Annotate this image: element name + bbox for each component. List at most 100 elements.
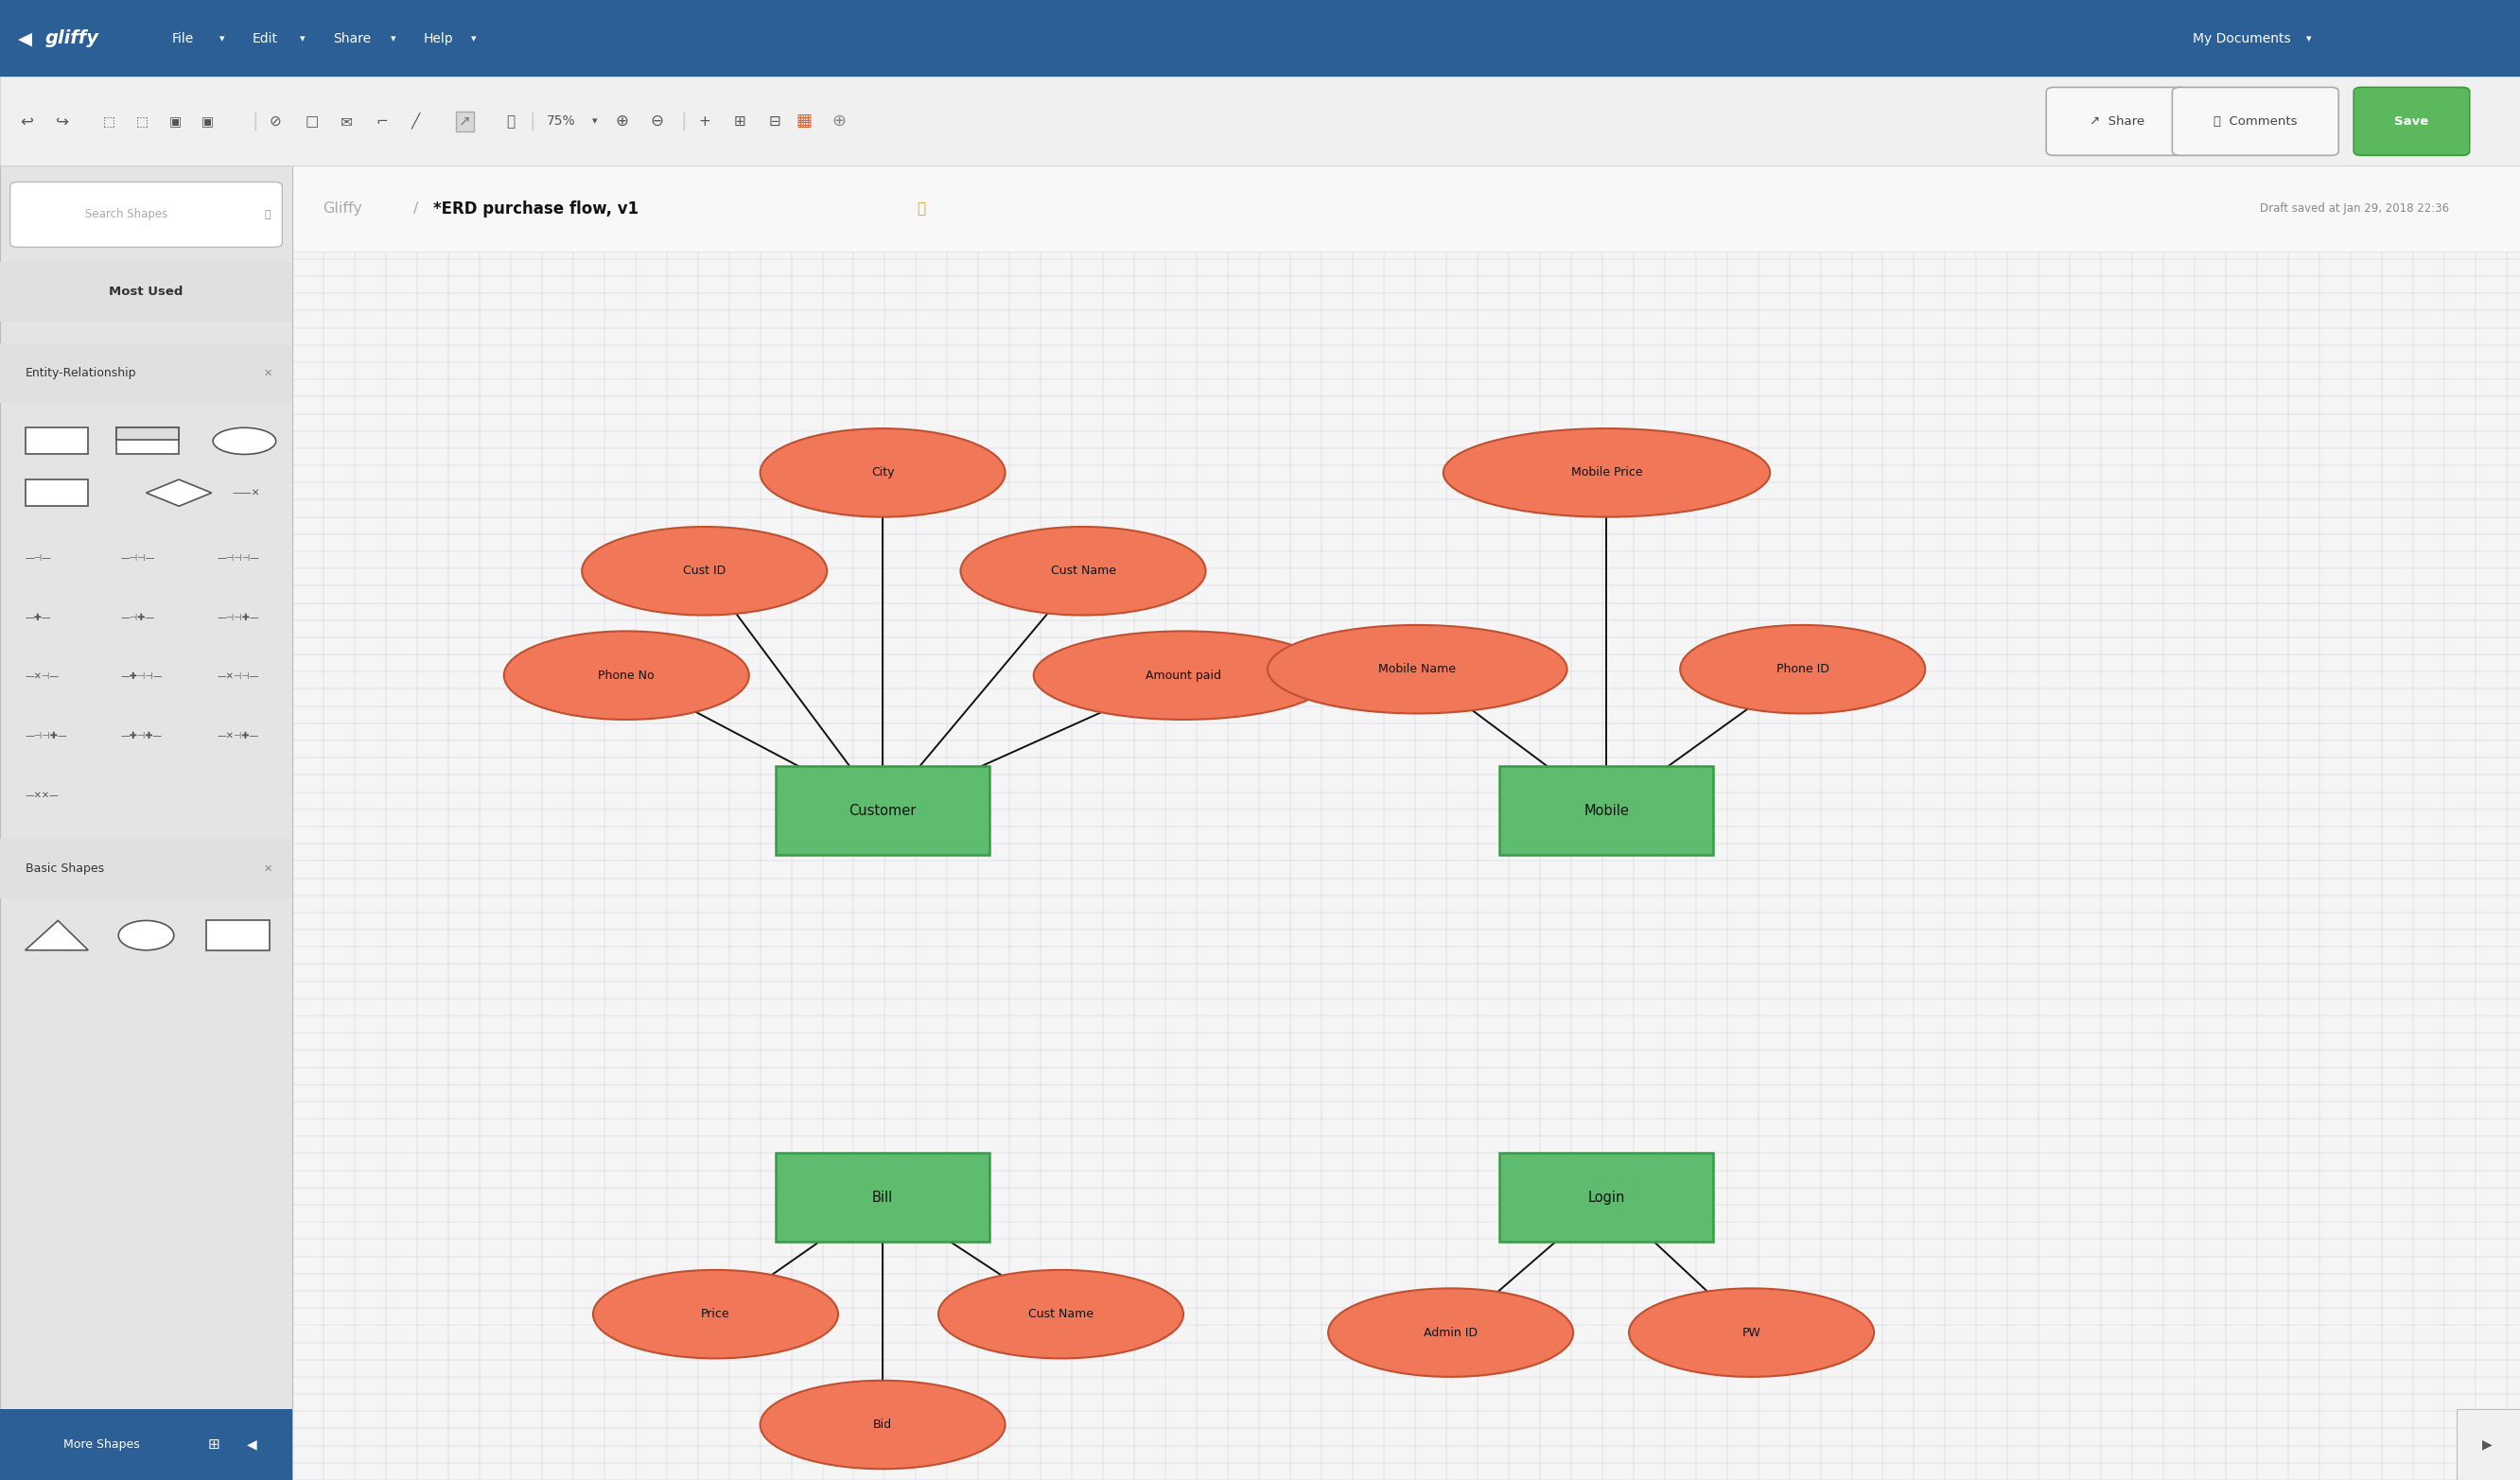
Text: ✋: ✋ bbox=[507, 114, 514, 129]
Text: ↪: ↪ bbox=[55, 112, 68, 130]
Text: ↗: ↗ bbox=[459, 114, 471, 129]
Text: ▾: ▾ bbox=[391, 34, 396, 43]
Ellipse shape bbox=[937, 1270, 1184, 1359]
Ellipse shape bbox=[1628, 1289, 1875, 1376]
Text: Entity-Relationship: Entity-Relationship bbox=[25, 367, 136, 379]
Text: Basic Shapes: Basic Shapes bbox=[25, 863, 103, 875]
Text: ⊞: ⊞ bbox=[733, 114, 746, 129]
Text: Gliffy: Gliffy bbox=[323, 201, 363, 216]
Ellipse shape bbox=[1681, 625, 1925, 713]
Text: —⊣✚—: —⊣✚— bbox=[121, 613, 156, 622]
Text: ▶: ▶ bbox=[2482, 1439, 2492, 1450]
Text: Save: Save bbox=[2394, 115, 2429, 127]
Text: ⌐: ⌐ bbox=[375, 114, 388, 129]
Ellipse shape bbox=[1444, 429, 1769, 517]
Text: Admin ID: Admin ID bbox=[1424, 1326, 1477, 1339]
Text: Amount paid: Amount paid bbox=[1147, 669, 1222, 682]
Text: ↩: ↩ bbox=[20, 112, 33, 130]
Text: Share: Share bbox=[333, 33, 370, 44]
Text: 🔒: 🔒 bbox=[917, 201, 925, 216]
Text: Edit: Edit bbox=[252, 33, 277, 44]
Text: +: + bbox=[698, 114, 711, 129]
Text: —✕⊣⊣—: —✕⊣⊣— bbox=[217, 672, 260, 681]
Text: ▾: ▾ bbox=[592, 117, 597, 126]
Ellipse shape bbox=[761, 429, 1005, 517]
Text: ▾: ▾ bbox=[219, 34, 224, 43]
Text: Cust Name: Cust Name bbox=[1051, 565, 1116, 577]
Ellipse shape bbox=[592, 1270, 839, 1359]
Text: More Shapes: More Shapes bbox=[63, 1439, 139, 1450]
Text: ▣: ▣ bbox=[169, 115, 181, 127]
Text: gliffy: gliffy bbox=[45, 30, 98, 47]
Text: File: File bbox=[171, 33, 194, 44]
Text: ⬚: ⬚ bbox=[136, 115, 149, 127]
Text: ◀: ◀ bbox=[247, 1439, 257, 1450]
Text: ⊕: ⊕ bbox=[832, 112, 847, 130]
Text: ✉: ✉ bbox=[340, 114, 353, 129]
Text: ◀: ◀ bbox=[18, 30, 33, 47]
Text: Draft saved at Jan 29, 2018 22:36: Draft saved at Jan 29, 2018 22:36 bbox=[2260, 203, 2449, 215]
Text: Mobile Name: Mobile Name bbox=[1378, 663, 1457, 675]
Ellipse shape bbox=[1328, 1289, 1572, 1376]
Text: ⊟: ⊟ bbox=[769, 114, 781, 129]
Text: Most Used: Most Used bbox=[108, 286, 184, 297]
Text: |: | bbox=[680, 112, 685, 130]
FancyBboxPatch shape bbox=[776, 1153, 990, 1242]
FancyBboxPatch shape bbox=[776, 767, 990, 855]
Ellipse shape bbox=[504, 630, 748, 719]
Text: ▣: ▣ bbox=[202, 115, 214, 127]
Text: Phone ID: Phone ID bbox=[1777, 663, 1830, 675]
Text: ✕: ✕ bbox=[262, 369, 272, 377]
Ellipse shape bbox=[761, 1381, 1005, 1470]
Text: Cust ID: Cust ID bbox=[683, 565, 726, 577]
Ellipse shape bbox=[1268, 625, 1567, 713]
Text: 75%: 75% bbox=[547, 115, 575, 127]
Text: ▦: ▦ bbox=[796, 112, 811, 130]
Text: Mobile: Mobile bbox=[1585, 804, 1630, 817]
Text: □: □ bbox=[305, 114, 318, 129]
Text: /: / bbox=[413, 201, 418, 216]
Text: —⊣⊣✚—: —⊣⊣✚— bbox=[217, 613, 260, 622]
Text: 💬  Comments: 💬 Comments bbox=[2213, 115, 2298, 127]
Text: ╱: ╱ bbox=[411, 112, 418, 130]
Text: PW: PW bbox=[1741, 1326, 1761, 1339]
Text: Login: Login bbox=[1588, 1190, 1625, 1205]
Text: ▾: ▾ bbox=[2306, 34, 2311, 43]
Text: —⊣⊣—: —⊣⊣— bbox=[121, 554, 156, 562]
Text: ✕: ✕ bbox=[262, 864, 272, 873]
Text: |: | bbox=[252, 112, 257, 130]
Text: Phone No: Phone No bbox=[597, 669, 655, 682]
Text: —⊣⊣⊣—: —⊣⊣⊣— bbox=[217, 554, 260, 562]
Text: ⬚: ⬚ bbox=[103, 115, 116, 127]
Text: Mobile Price: Mobile Price bbox=[1570, 466, 1643, 480]
Text: —⊣⊣✚—: —⊣⊣✚— bbox=[25, 731, 68, 740]
Text: —✚—: —✚— bbox=[25, 613, 50, 622]
FancyBboxPatch shape bbox=[1499, 767, 1714, 855]
Text: ⊞: ⊞ bbox=[209, 1437, 219, 1452]
Text: Cust Name: Cust Name bbox=[1028, 1308, 1094, 1320]
Ellipse shape bbox=[960, 527, 1205, 616]
Text: —⊣—: —⊣— bbox=[25, 554, 53, 562]
Text: ↗  Share: ↗ Share bbox=[2089, 115, 2145, 127]
Text: —✕✕—: —✕✕— bbox=[25, 790, 58, 799]
Text: Customer: Customer bbox=[849, 804, 917, 817]
Text: Help: Help bbox=[423, 33, 454, 44]
Text: 🔍: 🔍 bbox=[265, 210, 270, 219]
Text: |: | bbox=[529, 112, 534, 130]
Text: Search Shapes: Search Shapes bbox=[86, 209, 166, 221]
Text: —✕⊣—: —✕⊣— bbox=[25, 672, 60, 681]
Text: ⊖: ⊖ bbox=[650, 112, 663, 130]
Text: Bid: Bid bbox=[872, 1418, 892, 1431]
Text: ⊘: ⊘ bbox=[270, 114, 282, 129]
Ellipse shape bbox=[1033, 630, 1333, 719]
FancyBboxPatch shape bbox=[1499, 1153, 1714, 1242]
Text: —✚⊣✚—: —✚⊣✚— bbox=[121, 731, 164, 740]
Text: *ERD purchase flow, v1: *ERD purchase flow, v1 bbox=[433, 200, 640, 218]
Text: My Documents: My Documents bbox=[2192, 33, 2291, 44]
Text: Price: Price bbox=[701, 1308, 731, 1320]
Text: —✕⊣✚—: —✕⊣✚— bbox=[217, 731, 260, 740]
Ellipse shape bbox=[582, 527, 827, 616]
Text: ▾: ▾ bbox=[471, 34, 476, 43]
Text: —✚⊣⊣—: —✚⊣⊣— bbox=[121, 672, 164, 681]
Text: Bill: Bill bbox=[872, 1190, 892, 1205]
